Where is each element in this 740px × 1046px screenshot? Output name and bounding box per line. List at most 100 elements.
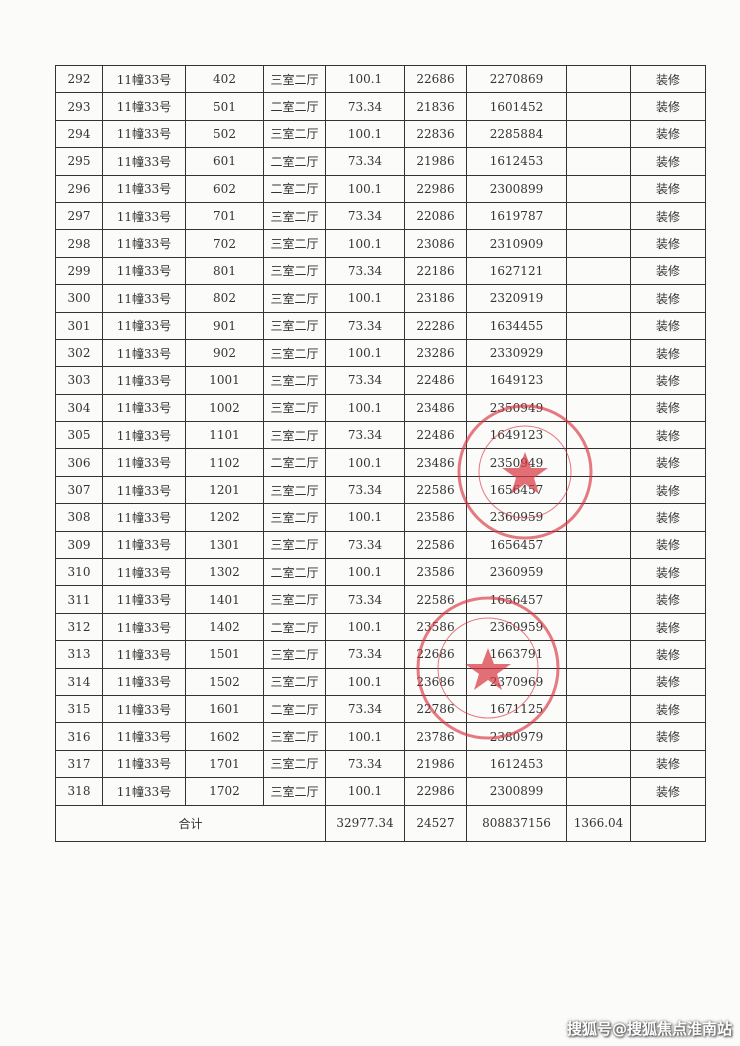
table-cell: 22986 (404, 174, 467, 203)
table-row: 313 11幢33号 1501 三室二厅 73.34 22686 1663791 装修 (55, 640, 706, 669)
table-cell: 2360959 (466, 558, 567, 587)
table-cell: 1402 (185, 612, 264, 642)
table-row: 306 11幢33号 1102 二室二厅 100.1 23486 2350949 装修 (55, 448, 706, 477)
table-row: 316 11幢33号 1602 三室二厅 100.1 23786 2380979 装修 (55, 722, 706, 751)
table-cell: 23586 (404, 503, 467, 532)
table-cell: 23486 (404, 393, 467, 423)
table-cell: 1202 (185, 503, 264, 532)
empty-cell (566, 722, 631, 751)
table-cell: 1656457 (466, 475, 567, 505)
table-cell: 299 (55, 256, 103, 286)
empty-cell (566, 448, 631, 477)
table-cell: 294 (55, 119, 103, 149)
table-row: 311 11幢33号 1401 三室二厅 73.34 22586 1656457 装修 (55, 585, 706, 614)
table-cell: 311 (55, 585, 103, 614)
table-cell: 307 (55, 475, 103, 505)
table-cell: 三室二厅 (263, 640, 326, 669)
table-cell: 22586 (404, 585, 467, 614)
table-cell: 2330929 (466, 338, 567, 368)
table-cell: 2380979 (466, 722, 567, 751)
table-cell: 装修 (630, 640, 706, 669)
table-cell: 100.1 (325, 393, 405, 423)
table-cell: 22186 (404, 256, 467, 286)
table-cell: 11幢33号 (102, 311, 186, 340)
table-cell: 302 (55, 338, 103, 368)
table-cell: 11幢33号 (102, 640, 186, 669)
total-cell: 24527 (404, 804, 467, 842)
table-cell: 22786 (404, 694, 467, 724)
table-cell: 三室二厅 (263, 119, 326, 149)
table-cell: 11幢33号 (102, 338, 186, 368)
table-cell: 1612453 (466, 749, 567, 779)
empty-cell (566, 694, 631, 724)
table-cell: 1701 (185, 749, 264, 779)
empty-cell (566, 201, 631, 231)
table-cell: 100.1 (325, 229, 405, 258)
table-cell: 501 (185, 92, 264, 121)
table-cell: 100.1 (325, 174, 405, 203)
table-cell: 装修 (630, 366, 706, 395)
table-cell: 2350949 (466, 448, 567, 477)
empty-cell (566, 256, 631, 286)
table-cell: 11幢33号 (102, 201, 186, 231)
table-cell: 11幢33号 (102, 256, 186, 286)
table-cell: 2270869 (466, 64, 567, 94)
table-cell: 三室二厅 (263, 421, 326, 450)
table-cell: 100.1 (325, 612, 405, 642)
table-cell: 二室二厅 (263, 612, 326, 642)
table-cell: 21986 (404, 749, 467, 779)
empty-cell (566, 503, 631, 532)
table-cell: 1302 (185, 558, 264, 587)
table-cell: 21836 (404, 92, 467, 121)
table-cell: 1001 (185, 366, 264, 395)
table-row: 302 11幢33号 902 三室二厅 100.1 23286 2330929 装修 (55, 338, 706, 368)
table-cell: 1502 (185, 667, 264, 696)
table-row: 318 11幢33号 1702 三室二厅 100.1 22986 2300899 装修 (55, 777, 706, 806)
table-cell: 295 (55, 147, 103, 176)
total-row: 合计 32977.34 24527 808837156 1366.04 (55, 804, 706, 842)
table-cell: 11幢33号 (102, 777, 186, 806)
total-cell: 808837156 (466, 804, 567, 842)
table-cell: 73.34 (325, 530, 405, 560)
table-cell: 11幢33号 (102, 229, 186, 258)
empty-cell (566, 530, 631, 560)
table-cell: 11幢33号 (102, 585, 186, 614)
table-cell: 314 (55, 667, 103, 696)
table-cell: 2320919 (466, 284, 567, 313)
empty-cell (566, 311, 631, 340)
table-cell: 801 (185, 256, 264, 286)
table-row: 300 11幢33号 802 三室二厅 100.1 23186 2320919 装修 (55, 284, 706, 313)
table-cell: 73.34 (325, 147, 405, 176)
table-cell: 802 (185, 284, 264, 313)
table-cell: 三室二厅 (263, 475, 326, 505)
table-cell: 2300899 (466, 174, 567, 203)
table-cell: 三室二厅 (263, 722, 326, 751)
table-cell: 22686 (404, 64, 467, 94)
table-cell: 装修 (630, 667, 706, 696)
table-cell: 装修 (630, 284, 706, 313)
table-cell: 1102 (185, 448, 264, 477)
empty-cell (566, 585, 631, 614)
table-cell: 100.1 (325, 338, 405, 368)
table-cell: 装修 (630, 503, 706, 532)
empty-cell (566, 558, 631, 587)
table-cell: 三室二厅 (263, 503, 326, 532)
table-cell: 装修 (630, 311, 706, 340)
watermark: 搜狐号@搜狐焦点淮南站 (566, 1020, 732, 1038)
table-cell: 11幢33号 (102, 448, 186, 477)
empty-cell (566, 64, 631, 94)
empty-cell (566, 393, 631, 423)
table-cell: 23686 (404, 667, 467, 696)
table-cell: 73.34 (325, 366, 405, 395)
price-table: 292 11幢33号 402 三室二厅 100.1 22686 2270869 装修 293 11… (55, 64, 706, 842)
table-row: 312 11幢33号 1402 二室二厅 100.1 23586 2360959 装修 (55, 612, 706, 642)
table-row: 310 11幢33号 1302 二室二厅 100.1 23586 2360959 装修 (55, 558, 706, 587)
table-cell: 11幢33号 (102, 475, 186, 505)
empty-cell (566, 366, 631, 395)
table-cell: 22836 (404, 119, 467, 149)
table-row: 295 11幢33号 601 二室二厅 73.34 21986 1612453 装修 (55, 147, 706, 176)
table-cell: 22986 (404, 777, 467, 806)
table-cell: 三室二厅 (263, 311, 326, 340)
table-cell: 三室二厅 (263, 749, 326, 779)
